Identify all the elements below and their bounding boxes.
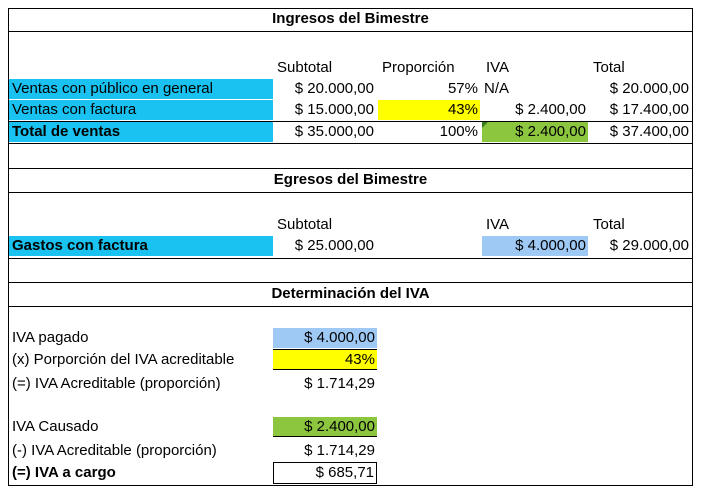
egresos-header-subtotal: Subtotal [277, 216, 333, 233]
total-ventas-proporcion: 100% [439, 123, 478, 140]
total-ventas-top-border [9, 121, 693, 122]
divider [8, 168, 693, 169]
spreadsheet-frame [8, 8, 693, 486]
divider [8, 282, 693, 283]
value-top-border [273, 349, 377, 350]
total-ventas-total: $ 37.400,00 [609, 123, 689, 140]
proporcion-acreditable-label: (x) Porporción del IVA acreditable [12, 351, 235, 368]
iva-acreditable-resta-label: (-) IVA Acreditable (proporción) [12, 442, 217, 459]
comment-marker-icon [482, 122, 488, 128]
total-ventas-label: Total de ventas [9, 122, 273, 142]
divider [8, 143, 693, 144]
determinacion-title: Determinación del IVA [271, 285, 430, 302]
total-ventas-iva: $ 2.400,00 [482, 122, 588, 142]
iva-a-cargo-value: $ 685,71 [273, 462, 377, 484]
iva-causado-value: $ 2.400,00 [273, 417, 377, 437]
iva-acreditable-resta-value: $ 1.714,29 [304, 442, 375, 459]
iva-causado-label: IVA Causado [12, 418, 99, 435]
ingresos-header-total: Total [593, 59, 625, 76]
ventas-publico-total: $ 20.000,00 [609, 80, 689, 97]
iva-acreditable-label: (=) IVA Acreditable (proporción) [12, 375, 221, 392]
iva-acreditable-value: $ 1.714,29 [304, 375, 375, 392]
iva-pagado-value: $ 4.000,00 [273, 328, 377, 348]
ingresos-title: Ingresos del Bimestre [272, 10, 429, 27]
egresos-header-total: Total [593, 216, 625, 233]
ventas-factura-subtotal: $ 15.000,00 [294, 101, 374, 118]
iva-pagado-label: IVA pagado [12, 329, 89, 346]
ventas-factura-iva: $ 2.400,00 [515, 101, 586, 118]
gastos-factura-total: $ 29.000,00 [609, 237, 689, 254]
ventas-publico-proporcion: 57% [447, 80, 478, 97]
iva-a-cargo-label: (=) IVA a cargo [12, 464, 116, 481]
total-ventas-subtotal: $ 35.000,00 [294, 123, 374, 140]
proporcion-acreditable-value: 43% [273, 350, 377, 370]
divider [8, 31, 693, 32]
egresos-title: Egresos del Bimestre [273, 171, 428, 188]
gastos-factura-iva: $ 4.000,00 [482, 236, 588, 256]
ventas-publico-label: Ventas con público en general [9, 79, 273, 99]
ventas-factura-total: $ 17.400,00 [609, 101, 689, 118]
ventas-publico-subtotal: $ 20.000,00 [294, 80, 374, 97]
divider [8, 192, 693, 193]
divider [8, 306, 693, 307]
ingresos-header-proporcion: Proporción [382, 59, 455, 76]
ventas-publico-iva: N/A [484, 80, 510, 97]
gastos-factura-subtotal: $ 25.000,00 [294, 237, 374, 254]
egresos-header-iva: IVA [486, 216, 510, 233]
ventas-factura-label: Ventas con factura [9, 100, 273, 120]
ventas-factura-proporcion: 43% [378, 100, 480, 120]
ingresos-header-subtotal: Subtotal [277, 59, 333, 76]
gastos-factura-label: Gastos con factura [9, 236, 273, 256]
divider [8, 258, 693, 259]
ingresos-header-iva: IVA [486, 59, 510, 76]
